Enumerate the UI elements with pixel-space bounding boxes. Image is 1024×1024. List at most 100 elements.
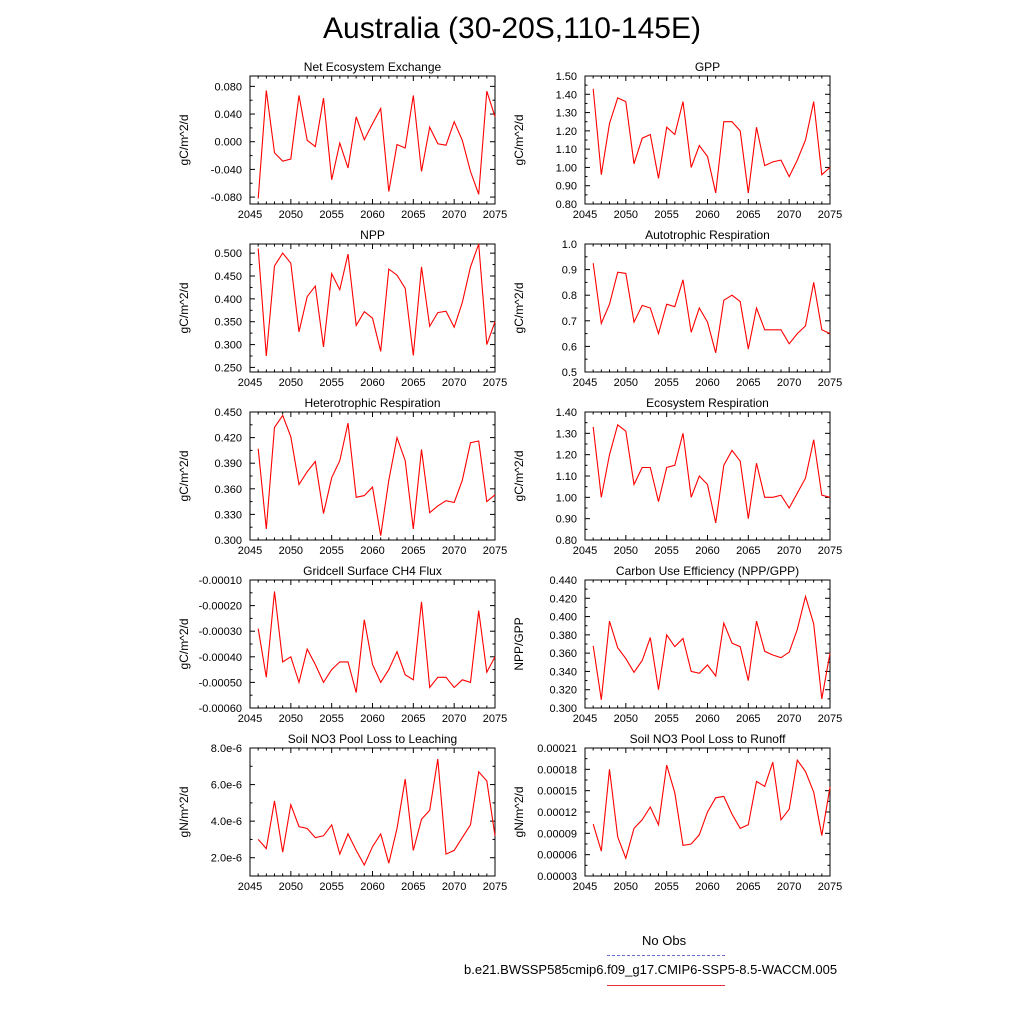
- chart-carbon-use-efficiency-npp-gpp-ytick-label: 0.340: [549, 666, 577, 678]
- chart-soil-no3-pool-loss-to-runoff-title: Soil NO3 Pool Loss to Runoff: [630, 732, 787, 746]
- chart-npp-ylabel: gC/m^2/d: [177, 283, 191, 334]
- chart-npp-ytick-label: 0.350: [214, 317, 242, 329]
- chart-heterotrophic-respiration-xtick-label: 2075: [483, 545, 507, 557]
- chart-heterotrophic-respiration-xtick-label: 2060: [360, 545, 384, 557]
- chart-autotrophic-respiration-ytick-label: 0.6: [562, 341, 577, 353]
- chart-heterotrophic-respiration-frame: [249, 411, 496, 541]
- chart-net-ecosystem-exchange-xtick-label: 2070: [442, 209, 466, 221]
- chart-autotrophic-respiration-xtick-label: 2070: [777, 377, 801, 389]
- chart-ecosystem-respiration-xtick-label: 2075: [818, 545, 842, 557]
- chart-heterotrophic-respiration-ytick-label: 0.330: [214, 509, 242, 521]
- chart-gpp: GPP gC/m^2/d 2045 2050 2055 2060 2065 2070 2075 0…: [512, 60, 842, 221]
- chart-net-ecosystem-exchange-xtick-label: 2075: [483, 209, 507, 221]
- chart-gridcell-surface-ch4-flux-xtick-label: 2075: [483, 713, 507, 725]
- chart-autotrophic-respiration-xtick-label: 2055: [654, 377, 678, 389]
- chart-net-ecosystem-exchange-xtick-label: 2060: [360, 209, 384, 221]
- chart-carbon-use-efficiency-npp-gpp-xtick-label: 2060: [695, 713, 719, 725]
- chart-gpp-ylabel: gC/m^2/d: [512, 115, 526, 166]
- chart-gpp-ytick-label: 1.30: [556, 108, 577, 120]
- chart-npp-xtick-label: 2070: [442, 377, 466, 389]
- chart-ecosystem-respiration-ytick-label: 1.20: [556, 450, 577, 462]
- chart-ecosystem-respiration-ylabel: gC/m^2/d: [512, 451, 526, 502]
- chart-soil-no3-pool-loss-to-runoff-xtick-label: 2055: [654, 881, 678, 893]
- chart-net-ecosystem-exchange-frame: [249, 75, 496, 205]
- chart-gridcell-surface-ch4-flux-xtick-label: 2060: [360, 713, 384, 725]
- chart-gridcell-surface-ch4-flux-frame: [249, 579, 496, 709]
- chart-soil-no3-pool-loss-to-leaching-xtick-label: 2070: [442, 881, 466, 893]
- chart-soil-no3-pool-loss-to-runoff-xtick-label: 2060: [695, 881, 719, 893]
- chart-ecosystem-respiration-ytick-label: 1.10: [556, 471, 577, 483]
- chart-gridcell-surface-ch4-flux-xtick-label: 2065: [401, 713, 425, 725]
- chart-npp-series-line: [257, 243, 496, 357]
- chart-soil-no3-pool-loss-to-leaching: Soil NO3 Pool Loss to Leaching gN/m^2/d 20…: [177, 732, 507, 893]
- chart-soil-no3-pool-loss-to-leaching-ytick-label: 4.0e-6: [211, 816, 242, 828]
- chart-gpp-ytick-label: 1.10: [556, 144, 577, 156]
- chart-net-ecosystem-exchange-ytick-label: 0.040: [214, 109, 242, 121]
- chart-heterotrophic-respiration-series-line: [257, 414, 496, 536]
- chart-soil-no3-pool-loss-to-runoff: Soil NO3 Pool Loss to Runoff gN/m^2/d 2045…: [512, 732, 842, 893]
- chart-soil-no3-pool-loss-to-runoff-ytick-label: 0.00015: [537, 786, 577, 798]
- chart-carbon-use-efficiency-npp-gpp-ytick-label: 0.420: [549, 593, 577, 605]
- chart-soil-no3-pool-loss-to-leaching-xtick-label: 2045: [238, 881, 262, 893]
- chart-net-ecosystem-exchange-xtick-label: 2050: [279, 209, 303, 221]
- chart-gridcell-surface-ch4-flux: Gridcell Surface CH4 Flux gC/m^2/d 2045 205…: [177, 564, 507, 725]
- chart-soil-no3-pool-loss-to-runoff-xtick-label: 2065: [736, 881, 760, 893]
- chart-soil-no3-pool-loss-to-runoff-ytick-label: 0.00021: [537, 743, 577, 755]
- chart-gridcell-surface-ch4-flux-ytick-label: -0.00040: [199, 652, 242, 664]
- chart-carbon-use-efficiency-npp-gpp-xtick-label: 2075: [818, 713, 842, 725]
- chart-soil-no3-pool-loss-to-runoff-series-line: [592, 758, 831, 860]
- chart-soil-no3-pool-loss-to-leaching-xtick-label: 2060: [360, 881, 384, 893]
- chart-ecosystem-respiration-frame: [584, 411, 831, 541]
- chart-gridcell-surface-ch4-flux-ytick-label: -0.00060: [199, 703, 242, 715]
- chart-carbon-use-efficiency-npp-gpp-xtick-label: 2045: [573, 713, 597, 725]
- chart-npp-xtick-label: 2055: [319, 377, 343, 389]
- chart-autotrophic-respiration-xtick-label: 2045: [573, 377, 597, 389]
- chart-soil-no3-pool-loss-to-runoff-ytick-label: 0.00018: [537, 764, 577, 776]
- chart-heterotrophic-respiration: Heterotrophic Respiration gC/m^2/d 2045 205…: [177, 396, 507, 557]
- chart-gpp-ytick-label: 0.90: [556, 181, 577, 193]
- chart-net-ecosystem-exchange-xtick-label: 2045: [238, 209, 262, 221]
- chart-soil-no3-pool-loss-to-runoff-xtick-label: 2050: [614, 881, 638, 893]
- chart-net-ecosystem-exchange-series-line: [257, 90, 496, 199]
- chart-soil-no3-pool-loss-to-leaching-xtick-label: 2055: [319, 881, 343, 893]
- chart-ecosystem-respiration-xtick-label: 2070: [777, 545, 801, 557]
- chart-autotrophic-respiration-ytick-label: 1.0: [562, 239, 577, 251]
- chart-heterotrophic-respiration-ytick-label: 0.390: [214, 458, 242, 470]
- chart-carbon-use-efficiency-npp-gpp-ytick-label: 0.320: [549, 685, 577, 697]
- chart-net-ecosystem-exchange-ylabel: gC/m^2/d: [177, 115, 191, 166]
- chart-net-ecosystem-exchange-xtick-label: 2065: [401, 209, 425, 221]
- chart-npp-xtick-label: 2060: [360, 377, 384, 389]
- chart-ecosystem-respiration-ytick-label: 0.90: [556, 514, 577, 526]
- chart-autotrophic-respiration-xtick-label: 2065: [736, 377, 760, 389]
- chart-gpp-xtick-label: 2070: [777, 209, 801, 221]
- chart-heterotrophic-respiration-ytick-label: 0.300: [214, 535, 242, 547]
- chart-carbon-use-efficiency-npp-gpp-series-line: [592, 594, 831, 700]
- chart-soil-no3-pool-loss-to-leaching-frame: [249, 747, 496, 877]
- chart-ecosystem-respiration-title: Ecosystem Respiration: [646, 396, 769, 410]
- chart-gridcell-surface-ch4-flux-xtick-label: 2050: [279, 713, 303, 725]
- chart-gridcell-surface-ch4-flux-ytick-label: -0.00010: [199, 575, 242, 587]
- chart-autotrophic-respiration-ytick-label: 0.9: [562, 265, 577, 277]
- chart-carbon-use-efficiency-npp-gpp-ytick-label: 0.400: [549, 612, 577, 624]
- chart-gpp-xtick-label: 2060: [695, 209, 719, 221]
- chart-npp: NPP gC/m^2/d 2045 2050 2055 2060 2065 2070 2075 0…: [177, 228, 507, 389]
- chart-soil-no3-pool-loss-to-leaching-xtick-label: 2075: [483, 881, 507, 893]
- chart-net-ecosystem-exchange-ytick-label: 0.080: [214, 81, 242, 93]
- chart-heterotrophic-respiration-xtick-label: 2045: [238, 545, 262, 557]
- chart-gridcell-surface-ch4-flux-title: Gridcell Surface CH4 Flux: [303, 564, 442, 578]
- chart-ecosystem-respiration-xtick-label: 2050: [614, 545, 638, 557]
- chart-npp-xtick-label: 2045: [238, 377, 262, 389]
- chart-gridcell-surface-ch4-flux-xtick-label: 2055: [319, 713, 343, 725]
- chart-gridcell-surface-ch4-flux-ylabel: gC/m^2/d: [177, 619, 191, 670]
- chart-soil-no3-pool-loss-to-leaching-title: Soil NO3 Pool Loss to Leaching: [288, 732, 457, 746]
- chart-gpp-xtick-label: 2075: [818, 209, 842, 221]
- chart-ecosystem-respiration-xtick-label: 2055: [654, 545, 678, 557]
- chart-autotrophic-respiration-ytick-label: 0.7: [562, 316, 577, 328]
- chart-autotrophic-respiration-ytick-label: 0.8: [562, 290, 577, 302]
- chart-autotrophic-respiration-xtick-label: 2075: [818, 377, 842, 389]
- chart-autotrophic-respiration-ylabel: gC/m^2/d: [512, 283, 526, 334]
- chart-carbon-use-efficiency-npp-gpp-title: Carbon Use Efficiency (NPP/GPP): [616, 564, 799, 578]
- chart-npp-ytick-label: 0.500: [214, 248, 242, 260]
- chart-gridcell-surface-ch4-flux-xtick-label: 2045: [238, 713, 262, 725]
